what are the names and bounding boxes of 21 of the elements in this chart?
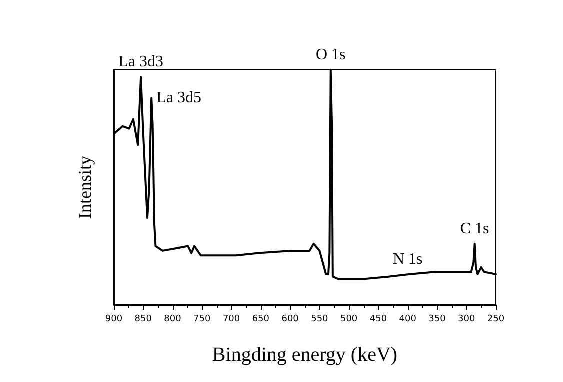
x-tick-label: 250 <box>487 314 505 324</box>
annotation: La 3d5 <box>156 90 202 107</box>
x-tick-label: 700 <box>222 314 240 324</box>
x-tick-label: 900 <box>105 314 123 324</box>
x-tick-label: 400 <box>399 314 417 324</box>
x-tick-label: 450 <box>370 314 388 324</box>
x-tick-label: 800 <box>164 314 182 324</box>
x-tick-label: 850 <box>134 314 152 324</box>
y-axis-title: Intensity <box>75 156 95 219</box>
x-tick-label: 750 <box>194 314 212 324</box>
annotation: La 3d3 <box>118 54 164 71</box>
annotation: O 1s <box>316 46 346 64</box>
annotation: C 1s <box>460 220 490 238</box>
annotation: N 1s <box>392 250 423 268</box>
x-tick-label: 300 <box>458 314 476 324</box>
x-tick-label: 650 <box>252 314 270 324</box>
x-tick-label: 600 <box>282 314 300 324</box>
x-tick-label: 500 <box>340 314 358 324</box>
x-axis-title: Bingding energy (keV) <box>212 344 398 366</box>
x-tick-label: 550 <box>311 314 329 324</box>
x-tick-label: 350 <box>428 314 446 324</box>
